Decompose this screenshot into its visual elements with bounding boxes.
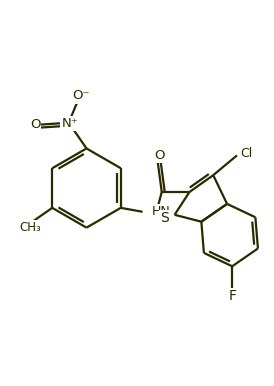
Text: HN: HN [152,205,170,218]
Text: N⁺: N⁺ [61,117,78,130]
Text: F: F [228,289,236,303]
Text: S: S [160,211,169,225]
Text: O: O [30,118,40,131]
Text: O: O [155,149,165,162]
Text: Cl: Cl [241,147,253,160]
Text: O⁻: O⁻ [72,90,89,103]
Text: CH₃: CH₃ [19,221,41,234]
